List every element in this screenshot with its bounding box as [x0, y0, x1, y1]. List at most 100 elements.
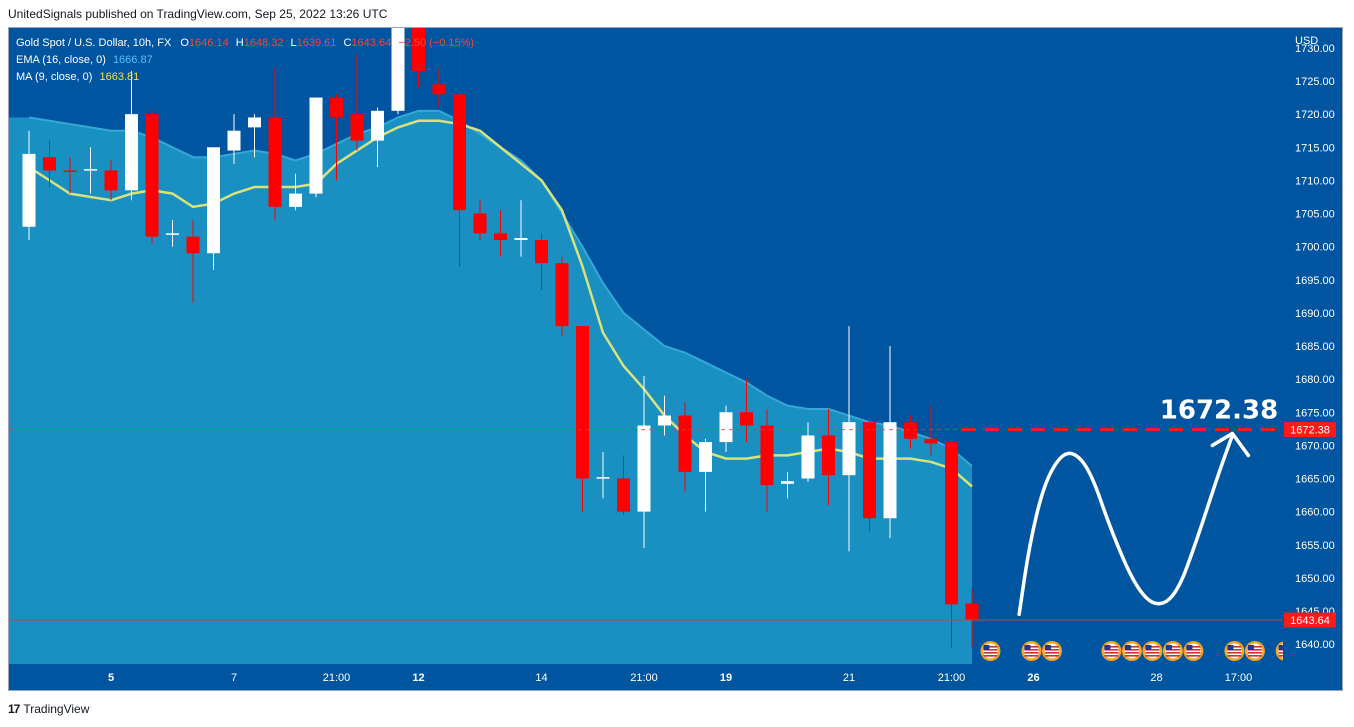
candle — [432, 67, 446, 108]
price-tick-label: 1655.00 — [1295, 540, 1335, 552]
candle — [494, 210, 507, 257]
candle-body — [22, 153, 36, 227]
time-tick-label: 7 — [231, 672, 237, 684]
candle-body — [514, 238, 528, 240]
time-tick-label: 17:00 — [1225, 672, 1253, 684]
price-axis[interactable]: USD 1640.001645.001650.001655.001660.001… — [1283, 28, 1342, 690]
time-tick-label: 14 — [535, 672, 547, 684]
candle-body — [63, 170, 77, 172]
candle-body — [678, 415, 692, 472]
candle-body — [227, 130, 241, 151]
time-tick-label: 21:00 — [630, 672, 658, 684]
tradingview-logo-icon: 17 — [8, 702, 20, 716]
candle-body — [125, 114, 138, 191]
candle — [781, 471, 794, 499]
candle — [924, 405, 938, 456]
candle-body — [412, 28, 425, 72]
candle — [576, 326, 589, 512]
candle — [166, 220, 179, 247]
candle — [104, 160, 118, 201]
candle-body — [330, 97, 343, 118]
candle — [658, 395, 671, 436]
candle — [22, 130, 36, 240]
price-tick-label: 1730.00 — [1295, 43, 1335, 55]
time-tick-label: 5 — [108, 672, 114, 684]
projection-curve — [1017, 433, 1235, 617]
price-axis-bg — [1283, 28, 1342, 690]
candle-body — [576, 326, 589, 479]
price-tick-label: 1700.00 — [1295, 242, 1335, 254]
candle — [453, 37, 466, 267]
candle — [637, 375, 651, 549]
candle — [863, 412, 876, 532]
candle — [822, 408, 835, 505]
target-price-tag-text: 1672.38 — [1290, 425, 1330, 437]
candle — [309, 97, 323, 197]
price-tick-label: 1685.00 — [1295, 341, 1335, 353]
time-tick-label: 21 — [843, 672, 855, 684]
legend: Gold Spot / U.S. Dollar, 10h, FX O1646.1… — [16, 37, 474, 83]
footer-brand: TradingView — [23, 702, 90, 716]
svg-text:MA (9, close, 0) 1663.: MA (9, close, 0) 1663.81 — [16, 71, 139, 83]
legend-ema-value: 1666.87 — [113, 54, 153, 66]
projection-arrow-icon — [1210, 431, 1251, 458]
us-flag-event-icon — [1224, 641, 1245, 661]
svg-text:EMA (16, close, 0) 166: EMA (16, close, 0) 1666.87 — [16, 54, 153, 66]
candle — [760, 408, 774, 512]
legend-ema-label: EMA (16, close, 0) — [16, 54, 106, 66]
published-by-text: UnitedSignals published on TradingView.c… — [8, 7, 388, 21]
candle — [145, 110, 159, 244]
candle — [473, 200, 487, 240]
time-axis-bg — [9, 664, 1342, 690]
candle-body — [84, 169, 97, 171]
candle-body — [453, 94, 466, 211]
candle-body — [535, 240, 548, 264]
candle-body — [904, 422, 917, 439]
candle-body — [248, 117, 261, 128]
candle-body — [965, 603, 979, 621]
time-tick-label: 12 — [412, 672, 424, 684]
candle-body — [186, 236, 200, 254]
last-price-tag — [1284, 612, 1336, 628]
candle-body — [596, 477, 610, 479]
legend-l-label: L — [291, 37, 297, 49]
price-chart[interactable]: Gold Spot / U.S. Dollar, 10h, FX O1646.1… — [9, 28, 1342, 690]
us-flag-event-icon — [1244, 641, 1265, 661]
candle — [801, 422, 815, 482]
candlesticks — [22, 28, 979, 648]
candle-body — [924, 438, 938, 444]
candle — [371, 107, 384, 168]
time-tick-label: 28 — [1150, 672, 1162, 684]
candle — [883, 346, 897, 539]
chart-frame[interactable]: Gold Spot / U.S. Dollar, 10h, FX O1646.1… — [8, 27, 1343, 691]
ma-line — [28, 119, 973, 488]
candle-body — [617, 478, 630, 512]
candle — [412, 28, 425, 88]
candle-body — [740, 412, 753, 426]
candle-body — [268, 117, 282, 207]
legend-change: −2.50 (−0.15%) — [398, 37, 474, 49]
candle-body — [719, 412, 733, 443]
price-tags: 1672.38 1643.64 — [1284, 422, 1336, 628]
legend-h-value: 1648.32 — [244, 37, 284, 49]
time-tick-label: 26 — [1027, 672, 1039, 684]
candle-body — [166, 233, 179, 235]
legend-ma-label: MA (9, close, 0) — [16, 71, 92, 83]
candle-body — [104, 170, 118, 191]
candle — [289, 173, 302, 211]
time-axis[interactable]: 5 7 21:00 12 14 21:00 19 21 21:00 26 28 17:00 — [9, 664, 1342, 690]
price-tick-label: 1650.00 — [1295, 573, 1335, 585]
price-tick-label: 1640.00 — [1295, 639, 1335, 651]
candle — [514, 200, 528, 257]
candle-body — [781, 481, 794, 484]
price-tick-label: 1705.00 — [1295, 209, 1335, 221]
candle — [207, 147, 220, 270]
legend-ma-value: 1663.81 — [99, 71, 139, 83]
candle — [719, 405, 733, 452]
candle-body — [350, 114, 364, 141]
price-tick-label: 1660.00 — [1295, 507, 1335, 519]
candle-body — [145, 114, 159, 237]
us-flag-event-icon — [1041, 641, 1062, 661]
candle — [350, 54, 364, 151]
candle-body — [309, 97, 323, 194]
